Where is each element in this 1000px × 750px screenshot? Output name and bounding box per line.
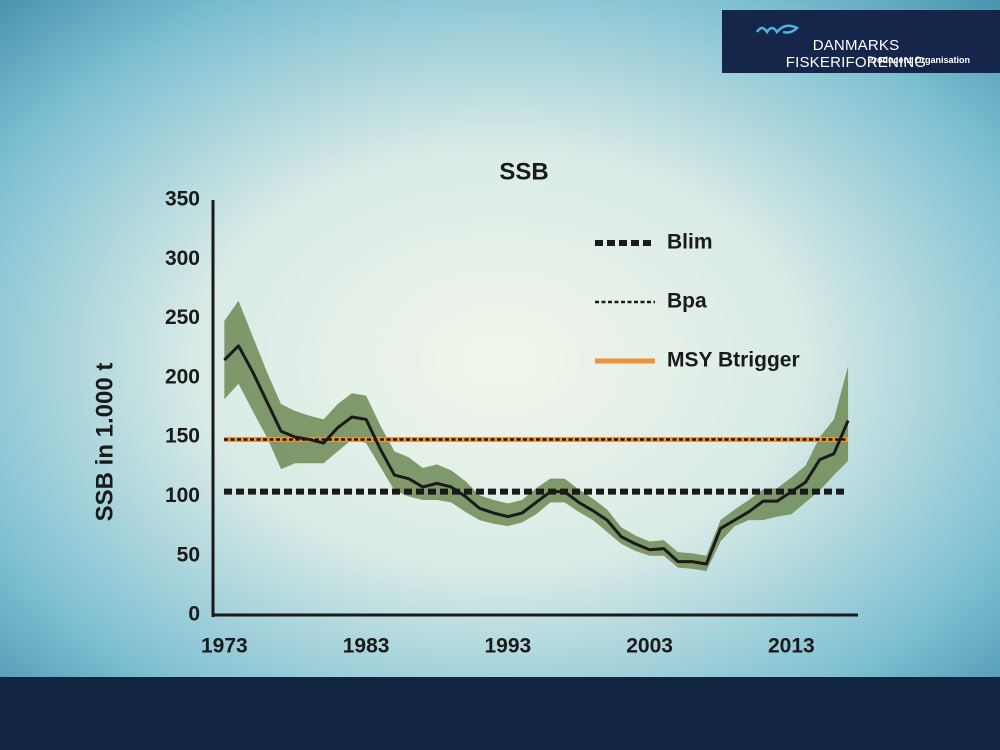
legend-label: MSY Btrigger [667, 349, 800, 372]
logo: DANMARKS FISKERIFORENING Producent Organ… [722, 10, 1000, 73]
x-tick-label: 1983 [343, 635, 390, 658]
y-tick-label: 300 [165, 247, 200, 270]
logo-name: DANMARKS FISKERIFORENING [785, 37, 927, 71]
y-tick-label: 200 [165, 365, 200, 388]
y-tick-label: 350 [165, 188, 200, 211]
y-tick-label: 50 [177, 543, 200, 566]
y-axis-label: SSB in 1.000 t [91, 363, 118, 522]
y-tick-label: 250 [165, 306, 200, 329]
y-tick-label: 0 [188, 603, 200, 626]
logo-icon [755, 24, 800, 35]
confidence-band [224, 300, 849, 572]
chart-title: SSB [499, 158, 548, 185]
y-tick-label: 100 [165, 484, 200, 507]
x-tick-label: 1973 [201, 635, 248, 658]
x-tick-label: 2013 [768, 635, 815, 658]
chart: SSB SSB in 1.000 t Blim Bpa MSY Btrigger 0 5… [91, 158, 858, 658]
y-tick-label: 150 [165, 425, 200, 448]
logo-subtitle: Producent Organisation [867, 55, 970, 65]
x-tick-label: 2003 [626, 635, 673, 658]
footer-bar [0, 677, 1000, 750]
x-tick-label: 1993 [484, 635, 531, 658]
legend-label: Blim [667, 231, 713, 254]
legend-label: Bpa [667, 290, 707, 313]
ssb-line [223, 344, 850, 566]
